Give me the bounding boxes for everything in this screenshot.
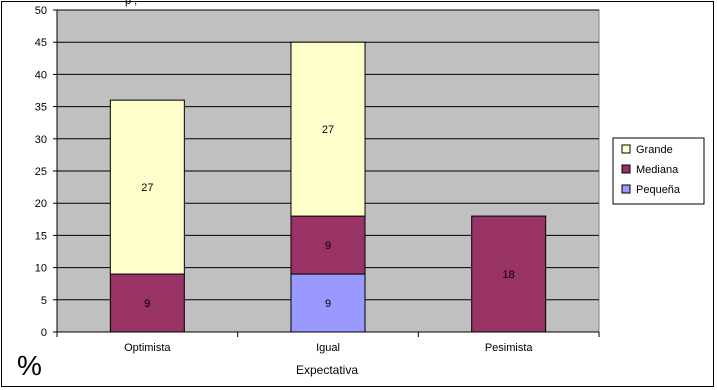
bar-segment <box>109 99 185 275</box>
y-tick-label: 30 <box>35 134 47 146</box>
y-tick-label: 0 <box>41 327 47 339</box>
y-tick-label: 20 <box>35 198 47 210</box>
y-tick-label: 35 <box>35 102 47 114</box>
data-label: 27 <box>141 182 153 194</box>
legend-label: Mediana <box>636 164 679 176</box>
y-tick-label: 15 <box>35 230 47 242</box>
x-axis-title: Expectativa <box>296 363 358 377</box>
x-tick-label: Igual <box>316 342 340 354</box>
y-tick-label: 5 <box>41 295 47 307</box>
y-tick-label: 10 <box>35 263 47 275</box>
y-tick-label: 40 <box>35 69 47 81</box>
data-label: 27 <box>322 124 334 136</box>
y-axis: 0 5 10 15 20 25 30 35 40 45 50 <box>35 5 58 339</box>
bar-segment <box>290 215 366 275</box>
bar-segment <box>290 273 366 333</box>
legend-swatch <box>621 144 631 154</box>
data-label: 9 <box>325 298 331 310</box>
data-label: 18 <box>503 269 515 281</box>
legend: Grande Mediana Pequeña <box>612 137 705 205</box>
y-tick-label: 25 <box>35 166 47 178</box>
y-tick-label: 45 <box>35 37 47 49</box>
x-tick-label: Pesimista <box>485 342 534 354</box>
legend-swatch <box>621 164 631 174</box>
legend-label: Pequeña <box>636 184 681 196</box>
data-label: 9 <box>325 240 331 252</box>
y-tick-label: 50 <box>35 5 47 17</box>
bar-segment <box>290 41 366 217</box>
data-labels: 9 27 9 9 27 18 <box>141 124 515 310</box>
x-tick-label: Optimista <box>124 342 171 354</box>
y-axis-title: % <box>17 350 42 381</box>
bar-segment <box>471 215 547 333</box>
data-label: 9 <box>144 298 150 310</box>
x-axis: Optimista Igual Pesimista <box>56 331 600 354</box>
legend-label: Grande <box>636 144 673 156</box>
legend-swatch <box>621 184 631 194</box>
chart-title-fragment: p , <box>125 0 137 7</box>
